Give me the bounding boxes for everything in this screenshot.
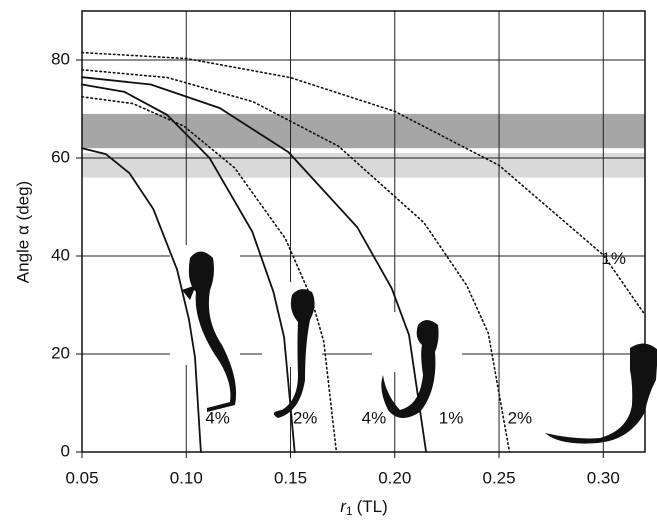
curve [81, 69, 511, 453]
y-tick-label: 80 [51, 49, 70, 68]
y-tick-label: 60 [51, 147, 70, 166]
annotation: 4% [362, 408, 387, 427]
x-label-subscript: 1 [346, 504, 353, 518]
y-tick-label: 40 [51, 245, 70, 264]
y-tick-label: 0 [61, 441, 70, 460]
curve [81, 76, 427, 453]
curve [81, 51, 646, 316]
x-tick-label: 0.30 [587, 468, 620, 487]
bands [82, 113, 645, 178]
y-axis-label: Angle α (deg) [13, 181, 32, 283]
x-label-symbol: r [340, 497, 347, 516]
annotation: 4% [205, 408, 230, 427]
fish [182, 251, 237, 412]
curve [81, 147, 202, 453]
fish-backdrop [372, 312, 462, 372]
x-tick-label: 0.15 [274, 468, 307, 487]
plot [81, 51, 646, 453]
fish [381, 320, 439, 419]
fish [273, 289, 315, 418]
curve [81, 96, 338, 453]
plot-frame [81, 10, 646, 453]
x-label-unit: (TL) [357, 497, 388, 516]
curve [81, 83, 296, 453]
annotation: 2% [508, 408, 533, 427]
x-tick-label: 0.25 [482, 468, 515, 487]
annotation: 1% [601, 249, 626, 268]
x-axis-label: r1 (TL) [340, 497, 388, 518]
fish-silhouettes [170, 245, 657, 444]
x-tick-label: 0.05 [65, 468, 98, 487]
band [82, 113, 645, 149]
annotation: 2% [293, 408, 318, 427]
x-tick-label: 0.10 [170, 468, 203, 487]
annotation: 1% [439, 408, 464, 427]
x-tick-label: 0.20 [378, 468, 411, 487]
y-tick-label: 20 [51, 343, 70, 362]
band [82, 153, 645, 178]
fish [545, 343, 657, 444]
